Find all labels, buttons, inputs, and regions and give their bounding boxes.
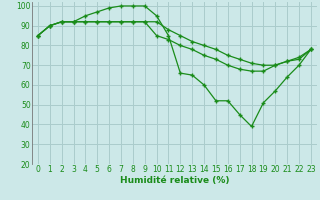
X-axis label: Humidité relative (%): Humidité relative (%) xyxy=(120,176,229,185)
